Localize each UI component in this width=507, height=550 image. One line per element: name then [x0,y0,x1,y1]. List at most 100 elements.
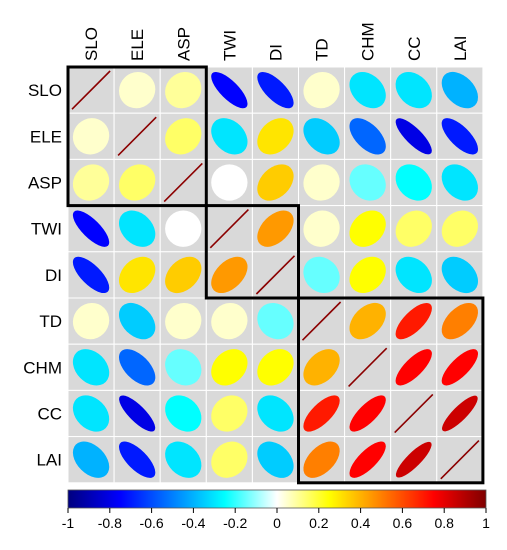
correlation-ellipse-ELE-ASP [165,118,202,155]
correlation-ellipse-TWI-CC [395,210,432,247]
colorbar: -1 -0.8 -0.6 -0.4 -0.2 0 0.2 0.4 0.6 0.8 1 [62,489,490,531]
cluster-box-3 [297,296,485,485]
correlation-ellipse-TD-DI [257,302,294,340]
correlation-ellipse-CC-ASP [165,395,202,432]
cluster-outlines [66,65,485,485]
diagonal-line-ELE [117,116,157,156]
column-labels: SLO ELE ASP TWI DI TD CHM CC LAI [82,22,470,61]
column-label-DI: DI [266,44,285,61]
correlation-ellipse-DI-CHM [349,256,386,294]
column-label-CC: CC [405,36,424,61]
correlation-ellipse-CC-TWI [211,395,248,432]
row-label-CHM: CHM [23,358,62,377]
correlation-ellipse-DI-LAI [441,256,479,294]
correlation-ellipse-ASP-CHM [349,164,386,201]
correlation-ellipse-SLO-TWI [211,71,248,109]
row-label-TD: TD [39,312,62,331]
correlation-ellipse-TWI-DI [257,210,294,247]
correlation-ellipse-ASP-TD [303,164,340,201]
correlation-ellipse-SLO-DI [257,71,294,109]
correlation-ellipse-ELE-TWI [211,118,248,155]
correlation-ellipse-LAI-SLO [72,441,110,478]
diagonal-line-TD [301,301,342,341]
correlation-ellipse-TWI-LAI [441,210,479,247]
column-label-TD: TD [313,38,332,61]
correlation-ellipse-LAI-TWI [211,441,248,478]
colorbar-tick-label: -0.4 [181,515,205,531]
colorbar-tick-label: 0.4 [351,515,371,531]
correlation-ellipse-CC-LAI [442,395,478,432]
correlation-ellipse-DI-CC [395,256,432,294]
correlation-ellipse-ELE-SLO [72,118,110,155]
diagonal-line-DI [255,255,296,295]
correlation-ellipse-DI-ELE [118,256,156,294]
correlation-ellipse-TWI-TD [303,210,340,247]
column-label-CHM: CHM [359,22,378,61]
correlation-ellipse-CC-CHM [349,395,386,432]
correlation-ellipse-LAI-CC [395,441,432,478]
correlation-ellipse-CHM-LAI [441,349,479,386]
correlation-ellipse-CC-TD [303,395,340,432]
correlation-ellipse-LAI-DI [257,441,294,478]
correlation-ellipse-TWI-SLO [72,210,110,247]
correlation-ellipse-CHM-TD [303,349,340,386]
diagonal-line-TWI [209,209,249,249]
colorbar-tick-label: -0.2 [223,515,247,531]
row-label-DI: DI [45,266,62,285]
diagonal-line-SLO [71,70,111,110]
column-label-SLO: SLO [82,27,101,61]
diagonal-line-LAI [440,440,480,480]
correlation-ellipse-ASP-ELE [118,164,156,201]
column-label-TWI: TWI [220,30,239,61]
correlation-ellipse-TD-ASP [165,302,202,340]
colorbar-tick-label: 0 [273,515,281,531]
correlation-ellipse-ASP-SLO [72,164,110,201]
correlation-ellipse-ASP-CC [395,164,432,201]
correlation-ellipse-CHM-ASP [165,349,202,386]
row-label-LAI: LAI [36,451,62,470]
correlation-ellipse-TD-CC [395,302,432,340]
correlation-ellipse-CHM-TWI [211,349,248,386]
diagonal-line-CHM [348,347,388,387]
correlation-ellipse-TD-SLO [72,302,110,340]
correlation-ellipse-CHM-DI [257,349,294,386]
column-label-ELE: ELE [128,29,147,61]
correlation-ellipse-LAI-CHM [349,441,386,478]
correlation-ellipse-CHM-ELE [118,349,156,386]
correlation-ellipse-TWI-ASP [165,210,202,247]
colorbar-tick-label: -0.8 [98,515,122,531]
cluster-box-1 [66,65,208,208]
correlation-ellipse-CHM-CC [395,349,432,386]
correlation-ellipse-DI-SLO [72,256,110,294]
correlation-ellipse-CC-DI [257,395,294,432]
colorbar-tick-label: 0.2 [309,515,329,531]
correlation-ellipse-CC-SLO [72,395,110,432]
colorbar-tick-label: -0.6 [140,515,164,531]
correlation-ellipse-ELE-LAI [441,118,479,155]
column-label-ASP: ASP [174,27,193,61]
correlation-ellipse-ELE-CC [395,118,432,155]
row-labels: SLO ELE ASP TWI DI TD CHM CC LAI [23,81,62,470]
correlation-ellipse-ELE-DI [257,118,294,155]
correlation-ellipse-SLO-ASP [165,71,202,109]
correlation-ellipse-ASP-TWI [211,164,248,201]
correlation-ellipse-SLO-LAI [441,71,479,109]
correlation-ellipse-LAI-ELE [118,441,156,478]
colorbar-tick-label: 1 [482,515,490,531]
column-label-LAI: LAI [451,35,470,61]
correlation-ellipse-SLO-TD [303,71,340,109]
cluster-box-2 [204,204,300,300]
correlation-ellipse-CC-ELE [119,395,156,432]
diagonal-line-CC [394,393,434,434]
correlation-ellipse-LAI-ASP [165,441,202,478]
correlation-ellipse-TD-LAI [441,302,479,340]
matrix-cells [67,66,484,484]
correlation-ellipse-DI-TWI [211,256,248,294]
correlation-ellipse-TWI-CHM [349,210,386,247]
correlation-ellipse-ASP-DI [257,164,294,201]
correlation-ellipse-DI-ASP [165,256,202,294]
correlation-ellipse-SLO-ELE [118,71,156,109]
correlation-ellipse-SLO-CHM [349,71,386,109]
colorbar-tick-label: -1 [62,515,75,531]
